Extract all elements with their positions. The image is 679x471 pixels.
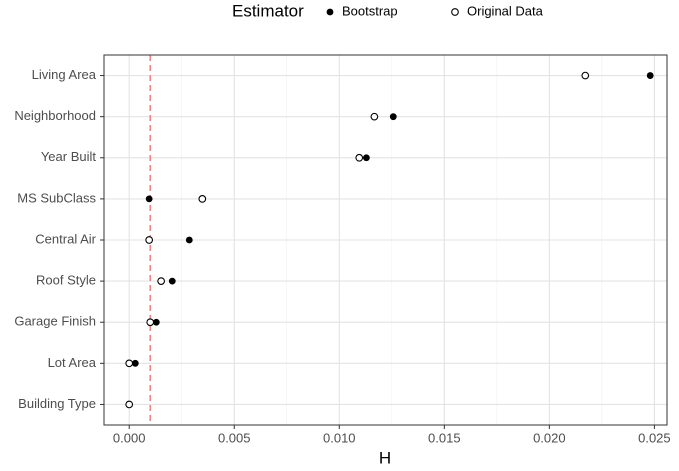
data-point bbox=[370, 112, 379, 121]
y-tick-label: Central Air bbox=[35, 231, 96, 246]
legend-marker bbox=[451, 8, 459, 16]
data-point bbox=[125, 359, 134, 368]
x-axis-label: H bbox=[379, 448, 391, 467]
data-point bbox=[152, 318, 160, 326]
x-tick-label: 0.000 bbox=[113, 430, 146, 445]
y-tick-label: Building Type bbox=[18, 396, 96, 411]
legend-marker bbox=[326, 8, 334, 16]
legend-title: Estimator bbox=[232, 1, 304, 20]
data-point bbox=[362, 154, 370, 162]
data-point bbox=[581, 71, 590, 80]
data-point bbox=[168, 277, 176, 285]
data-point bbox=[145, 195, 153, 203]
y-tick-label: Garage Finish bbox=[14, 314, 96, 329]
x-tick-label: 0.010 bbox=[323, 430, 356, 445]
data-point bbox=[198, 195, 207, 203]
data-point bbox=[131, 359, 139, 367]
data-point bbox=[646, 72, 654, 79]
data-point bbox=[145, 236, 154, 244]
y-tick-label: Year Built bbox=[41, 149, 97, 164]
x-tick-label: 0.005 bbox=[218, 430, 251, 445]
data-point bbox=[389, 113, 397, 121]
plot-border bbox=[103, 54, 668, 426]
x-tick-label: 0.025 bbox=[638, 430, 671, 445]
y-tick-label: Lot Area bbox=[48, 355, 97, 370]
data-point bbox=[125, 400, 134, 409]
data-point bbox=[355, 153, 364, 162]
y-tick-label: MS SubClass bbox=[17, 190, 96, 205]
y-tick-label: Roof Style bbox=[36, 273, 96, 288]
legend-label: Original Data bbox=[467, 3, 544, 18]
data-point bbox=[185, 236, 193, 244]
x-tick-label: 0.015 bbox=[428, 430, 461, 445]
x-tick-label: 0.020 bbox=[533, 430, 566, 445]
data-point bbox=[157, 277, 165, 285]
data-point bbox=[146, 318, 155, 327]
legend-label: Bootstrap bbox=[342, 3, 398, 18]
y-tick-label: Living Area bbox=[32, 67, 97, 82]
y-tick-label: Neighborhood bbox=[14, 108, 96, 123]
